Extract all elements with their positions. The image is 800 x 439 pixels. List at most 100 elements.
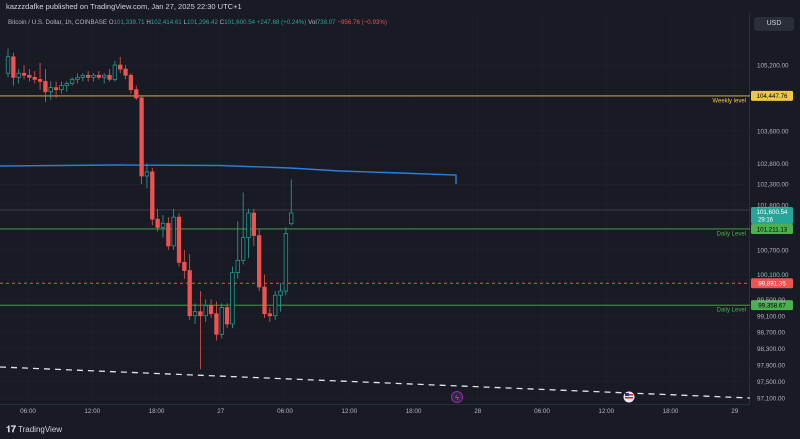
candle-body[interactable] [289, 212, 294, 225]
candle-body[interactable] [48, 87, 53, 93]
candle-body[interactable] [203, 305, 208, 317]
candle-body[interactable] [43, 81, 48, 93]
candle-body[interactable] [278, 290, 283, 296]
candle-body[interactable] [257, 235, 262, 288]
candle-body[interactable] [32, 76, 37, 80]
candle-body[interactable] [21, 72, 27, 76]
candle-body[interactable] [166, 222, 171, 247]
candle-body[interactable] [235, 259, 240, 273]
candle-body[interactable] [5, 56, 11, 74]
candle-body[interactable] [16, 72, 21, 78]
trend-line[interactable] [0, 366, 751, 399]
candle-body[interactable] [80, 74, 85, 78]
candle-body[interactable] [64, 83, 69, 86]
svg-text:ϟ: ϟ [455, 395, 459, 402]
candle-body[interactable] [219, 307, 224, 335]
candle-body[interactable] [96, 74, 101, 78]
price-tag-bg [751, 278, 793, 289]
x-tick-label: 06:00 [20, 408, 36, 415]
candle-body[interactable] [262, 286, 267, 315]
event-icon-earnings[interactable]: ϟ [451, 391, 463, 403]
last-price-tag: 101,600.54 [757, 209, 789, 216]
candle-body[interactable] [69, 79, 75, 84]
candle-body[interactable] [187, 270, 192, 317]
candle-body[interactable] [214, 313, 219, 335]
level-label: Weekly level [712, 98, 746, 104]
candle-body[interactable] [107, 74, 112, 80]
candle-body[interactable] [192, 311, 198, 317]
candle-body[interactable] [230, 272, 235, 325]
open-value: 101,339.71 [113, 19, 145, 26]
candle-body[interactable] [91, 74, 96, 78]
volume-value: 738.07 [316, 19, 336, 26]
flag-icon-us[interactable] [623, 391, 635, 403]
candle-body[interactable] [208, 305, 214, 315]
volume-change: −956.76 (−0.93%) [337, 19, 387, 26]
publisher-text: kazzzdafke published on TradingView.com,… [6, 2, 242, 11]
candle-body[interactable] [123, 68, 128, 76]
y-tick-label: 98,300.00 [757, 346, 786, 353]
candle-body[interactable] [59, 85, 64, 91]
price-tag-bg [751, 90, 793, 101]
y-tick-label: 102,800.00 [757, 161, 789, 168]
high-label: H [146, 19, 151, 26]
symbol-name: Bitcoin / U.S. Dollar, 1h, COINBASE [8, 19, 108, 26]
close-label: C [219, 19, 225, 26]
candle-body[interactable] [150, 171, 155, 220]
price-tag: 104,447.76 [757, 93, 789, 100]
price-tag-bg [751, 223, 793, 234]
tradingview-logo[interactable]: 𝟏𝟕 TradingView [6, 424, 62, 435]
close-value: 101,600.54 [224, 19, 256, 26]
x-tick-label: 18:00 [149, 408, 165, 415]
candle-body[interactable] [240, 237, 246, 261]
candle-body[interactable] [283, 233, 289, 292]
candle-body[interactable] [134, 89, 139, 99]
candle-body[interactable] [11, 56, 16, 78]
last-price-tag-bg [751, 206, 793, 224]
y-tick-label: 97,900.00 [757, 363, 786, 370]
candle-body[interactable] [112, 64, 118, 80]
candle-body[interactable] [155, 218, 160, 228]
x-tick-label: 18:00 [663, 408, 679, 415]
candle-body[interactable] [267, 313, 273, 317]
candle-body[interactable] [144, 171, 150, 177]
candle-body[interactable] [160, 222, 166, 228]
symbol-legend: Bitcoin / U.S. Dollar, 1h, COINBASE O101… [8, 19, 387, 26]
candle-body[interactable] [37, 79, 43, 82]
low-value: 101,296.42 [186, 19, 218, 26]
x-tick-label: 12:00 [84, 408, 100, 415]
candle-body[interactable] [118, 64, 123, 70]
candle-body[interactable] [171, 216, 176, 247]
y-tick-label: 99,100.00 [757, 313, 786, 320]
low-label: L [183, 19, 187, 26]
y-tick-label: 98,700.00 [757, 330, 786, 337]
candle-body[interactable] [128, 74, 134, 91]
candle-body[interactable] [176, 216, 182, 263]
y-tick-label: 105,200.00 [757, 63, 789, 70]
y-tick-label: 101,800.00 [757, 202, 789, 209]
candle-body[interactable] [75, 76, 80, 80]
candle-body[interactable] [182, 261, 187, 271]
open-label: O [108, 19, 114, 26]
moving-average-line [0, 164, 457, 184]
high-value: 102,414.61 [150, 19, 182, 26]
x-tick-label: 29 [731, 408, 739, 415]
candle-body[interactable] [86, 74, 91, 78]
y-tick-label: 100,700.00 [757, 248, 789, 255]
candle-body[interactable] [224, 307, 230, 325]
candle-body[interactable] [251, 212, 256, 236]
candle-body[interactable] [246, 212, 251, 239]
candle-body[interactable] [139, 97, 144, 177]
change-value: +247.68 (+0.24%) [256, 19, 307, 26]
candle-body[interactable] [53, 87, 59, 91]
tv-logo-icon: 𝟏𝟕 [6, 424, 17, 434]
currency-button[interactable]: USD [754, 17, 794, 31]
footer-bar [0, 420, 800, 439]
candle-body[interactable] [198, 311, 203, 317]
candle-body[interactable] [27, 74, 32, 78]
candle-body[interactable] [102, 74, 107, 78]
y-tick-label: 100,100.00 [757, 272, 789, 279]
candle-body[interactable] [273, 294, 278, 317]
